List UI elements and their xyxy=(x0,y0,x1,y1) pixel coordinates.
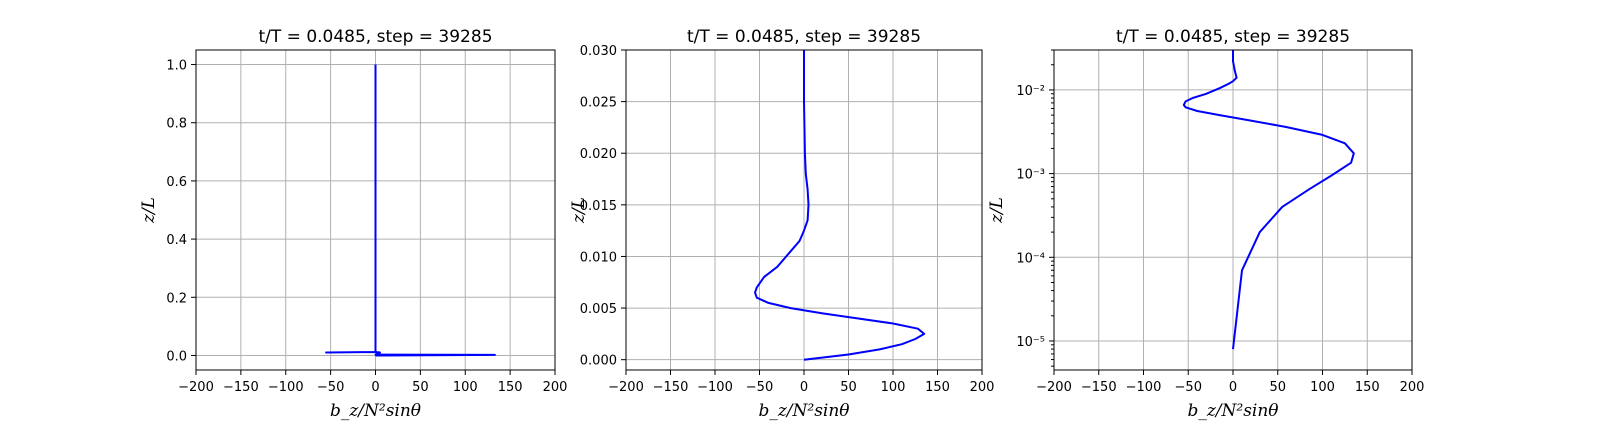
y-axis-label: z/L xyxy=(569,197,589,224)
y-tick-label: 0.010 xyxy=(580,250,617,265)
x-tick-label: 50 xyxy=(1269,380,1286,395)
x-tick-label: 100 xyxy=(453,380,478,395)
x-tick-label: 0 xyxy=(1229,380,1237,395)
y-tick-label: 0.030 xyxy=(580,44,617,59)
y-tick-label: 0.0 xyxy=(166,349,187,364)
x-tick-label: −150 xyxy=(1081,380,1117,395)
chart-title: t/T = 0.0485, step = 39285 xyxy=(258,27,492,47)
x-tick-label: 150 xyxy=(498,380,523,395)
x-tick-label: 0 xyxy=(371,380,379,395)
y-tick-label: 0.015 xyxy=(580,199,617,214)
x-tick-label: 200 xyxy=(1400,380,1425,395)
x-axis-label: b_z/N²sinθ xyxy=(330,401,421,421)
y-tick-label: 10⁻³ xyxy=(1016,168,1045,183)
y-axis-label: z/L xyxy=(987,197,1007,224)
chart-title: t/T = 0.0485, step = 39285 xyxy=(1116,27,1350,47)
y-tick-label: 0.020 xyxy=(580,147,617,162)
y-tick-label: 0.000 xyxy=(580,354,617,369)
x-tick-label: 200 xyxy=(970,380,995,395)
series-line xyxy=(754,50,926,361)
series-line xyxy=(1182,50,1355,350)
x-tick-label: 0 xyxy=(800,380,808,395)
y-tick-label: 0.005 xyxy=(580,302,617,317)
y-tick-label: 0.6 xyxy=(166,175,187,190)
x-tick-label: −100 xyxy=(1126,380,1162,395)
x-tick-label: 50 xyxy=(840,380,857,395)
y-tick-label: 10⁻⁵ xyxy=(1016,335,1045,350)
y-tick-label: 0.4 xyxy=(166,233,187,248)
y-tick-label: 10⁻⁴ xyxy=(1016,251,1045,266)
y-tick-label: 0.8 xyxy=(166,117,187,132)
chart-panel-2: −200 −150 −100 −50 0 50 100 150 200 0.000 0.005 0.0… xyxy=(569,27,994,421)
y-tick-label: 0.2 xyxy=(166,291,187,306)
x-axis-label: b_z/N²sinθ xyxy=(758,401,849,421)
x-tick-label: 50 xyxy=(412,380,429,395)
y-tick-label: 10⁻² xyxy=(1016,84,1045,99)
x-tick-label: −150 xyxy=(223,380,259,395)
x-tick-label: −200 xyxy=(1036,380,1072,395)
y-axis-label: z/L xyxy=(139,197,159,224)
x-tick-label: 100 xyxy=(1310,380,1335,395)
x-tick-label: −50 xyxy=(317,380,344,395)
x-tick-label: −100 xyxy=(697,380,733,395)
chart-panel-1: −200 −150 −100 −50 0 50 100 150 200 0.0 0.2 0.4 0.6 0… xyxy=(139,27,567,421)
x-tick-label: 150 xyxy=(1355,380,1380,395)
x-tick-label: −50 xyxy=(1175,380,1202,395)
x-tick-label: 200 xyxy=(543,380,568,395)
x-tick-label: −200 xyxy=(608,380,644,395)
x-tick-label: −50 xyxy=(746,380,773,395)
x-tick-label: −100 xyxy=(268,380,304,395)
x-tick-label: −200 xyxy=(178,380,214,395)
chart-panel-3: −200 −150 −100 −50 0 50 100 150 200 10⁻⁵ 10⁻⁴ 10⁻³ 1… xyxy=(987,27,1424,421)
series-line xyxy=(325,64,496,357)
x-axis-label: b_z/N²sinθ xyxy=(1187,401,1278,421)
y-tick-label: 1.0 xyxy=(166,59,187,74)
x-tick-label: 150 xyxy=(925,380,950,395)
x-tick-label: 100 xyxy=(881,380,906,395)
y-tick-label: 0.025 xyxy=(580,96,617,111)
x-tick-label: −150 xyxy=(653,380,689,395)
chart-title: t/T = 0.0485, step = 39285 xyxy=(687,27,921,47)
